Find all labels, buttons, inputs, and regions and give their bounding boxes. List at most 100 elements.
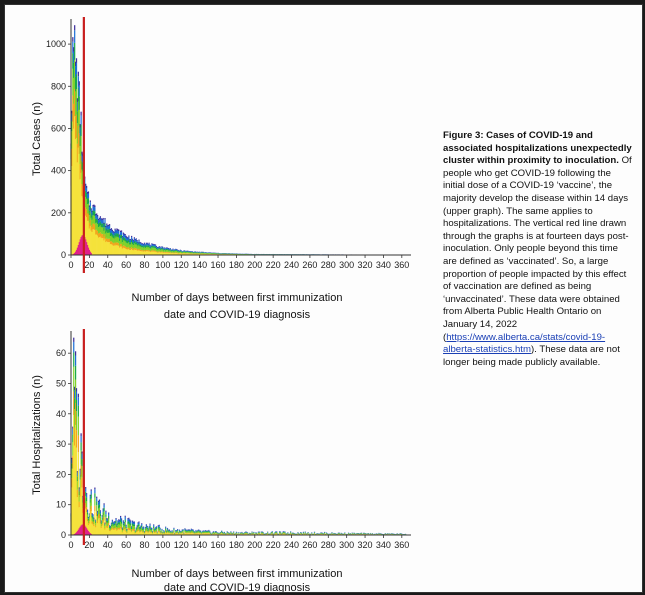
- bar-segment: [190, 529, 192, 530]
- magenta-bar: [86, 529, 89, 535]
- magenta-bar: [85, 526, 87, 535]
- bar-segment: [106, 223, 108, 225]
- bar-segment: [150, 527, 152, 530]
- bar-segment: [95, 525, 97, 528]
- bar-segment: [71, 121, 73, 132]
- magenta-bar: [87, 247, 90, 255]
- bar-segment: [212, 531, 215, 532]
- bar-segment: [176, 533, 178, 535]
- bar-segment: [166, 528, 169, 530]
- y-tick-label: 600: [51, 123, 66, 133]
- bar-segment: [188, 531, 190, 533]
- bar-segment: [165, 252, 167, 253]
- bar-segment: [108, 526, 111, 528]
- bar-segment: [77, 405, 79, 417]
- bar-segment: [160, 249, 162, 251]
- bar-segment: [165, 247, 168, 249]
- bar-segment: [169, 248, 171, 250]
- bar-segment: [148, 526, 150, 529]
- bar-segment: [189, 533, 192, 534]
- data-bars: [70, 25, 408, 255]
- bar-segment: [197, 530, 199, 531]
- bar-segment: [136, 240, 138, 242]
- bar-segment: [158, 252, 160, 255]
- bar-segment: [244, 533, 246, 534]
- bar-segment: [187, 531, 189, 533]
- bar-segment: [96, 498, 98, 502]
- bar-segment: [179, 533, 181, 535]
- bar-segment: [125, 242, 127, 247]
- bar-segment: [103, 511, 105, 518]
- bar-segment: [92, 515, 94, 517]
- bar-segment: [260, 532, 262, 534]
- bar-segment: [107, 518, 109, 520]
- bar-segment: [208, 253, 210, 254]
- bar-segment: [203, 533, 205, 535]
- bar-segment: [138, 526, 140, 530]
- bar-segment: [71, 131, 73, 149]
- bar-segment: [159, 531, 161, 533]
- bar-segment: [77, 147, 79, 255]
- bar-segment: [142, 528, 145, 530]
- bar-segment: [142, 532, 144, 535]
- bar-segment: [120, 232, 122, 236]
- bar-segment: [149, 248, 151, 251]
- bar-segment: [112, 231, 114, 233]
- bar-segment: [138, 524, 140, 527]
- bar-segment: [123, 245, 125, 249]
- x-tick-label: 80: [140, 260, 150, 270]
- bar-segment: [145, 530, 147, 532]
- bar-segment: [76, 481, 79, 490]
- bar-segment: [153, 531, 155, 535]
- bar-segment: [175, 533, 177, 535]
- bar-segment: [94, 230, 96, 255]
- bar-segment: [167, 533, 170, 535]
- bar-segment: [142, 243, 145, 245]
- bar-segment: [74, 59, 76, 89]
- bar-segment: [138, 530, 140, 535]
- bar-segment: [89, 513, 91, 535]
- bar-segment: [102, 522, 104, 535]
- caption-link[interactable]: https://www.alberta.ca/stats/covid-19-al…: [443, 331, 606, 356]
- bar-segment: [79, 146, 81, 164]
- caption-body: Of people who get COVID-19 following the…: [443, 155, 632, 343]
- bar-segment: [100, 526, 102, 529]
- bar-segment: [166, 249, 169, 251]
- bar-segment: [232, 533, 234, 535]
- bar-segment: [146, 532, 148, 535]
- bar-segment: [108, 224, 111, 226]
- caption-tail: ). These data are not longer being made …: [443, 344, 620, 368]
- bar-segment: [169, 252, 171, 253]
- bar-segment: [96, 218, 98, 223]
- bar-segment: [210, 533, 212, 534]
- bar-segment: [166, 532, 169, 533]
- bar-segment: [176, 253, 178, 255]
- bar-segment: [85, 495, 87, 503]
- bar-segment: [103, 504, 105, 508]
- bar-segment: [181, 252, 183, 254]
- bar-segment: [186, 252, 188, 254]
- bar-segment: [112, 522, 114, 525]
- bar-segment: [208, 530, 210, 532]
- bar-segment: [258, 533, 260, 535]
- bar-segment: [104, 234, 106, 239]
- bar-segment: [173, 528, 175, 530]
- bar-segment: [347, 533, 350, 535]
- bar-segment: [188, 530, 191, 532]
- x-tick-label: 60: [121, 260, 131, 270]
- bar-segment: [91, 515, 93, 518]
- bar-segment: [138, 250, 140, 255]
- bar-segment: [129, 520, 131, 523]
- bar-segment: [152, 533, 154, 535]
- bar-segment: [128, 248, 130, 255]
- bar-segment: [152, 244, 154, 247]
- bar-segment: [94, 489, 96, 494]
- bar-segment: [120, 243, 122, 247]
- bar-segment: [117, 523, 119, 525]
- bar-segment: [151, 529, 153, 531]
- bar-segment: [74, 88, 76, 117]
- bar-segment: [120, 519, 123, 522]
- bar-segment: [155, 526, 158, 529]
- bar-segment: [163, 252, 165, 253]
- bar-segment: [276, 533, 278, 535]
